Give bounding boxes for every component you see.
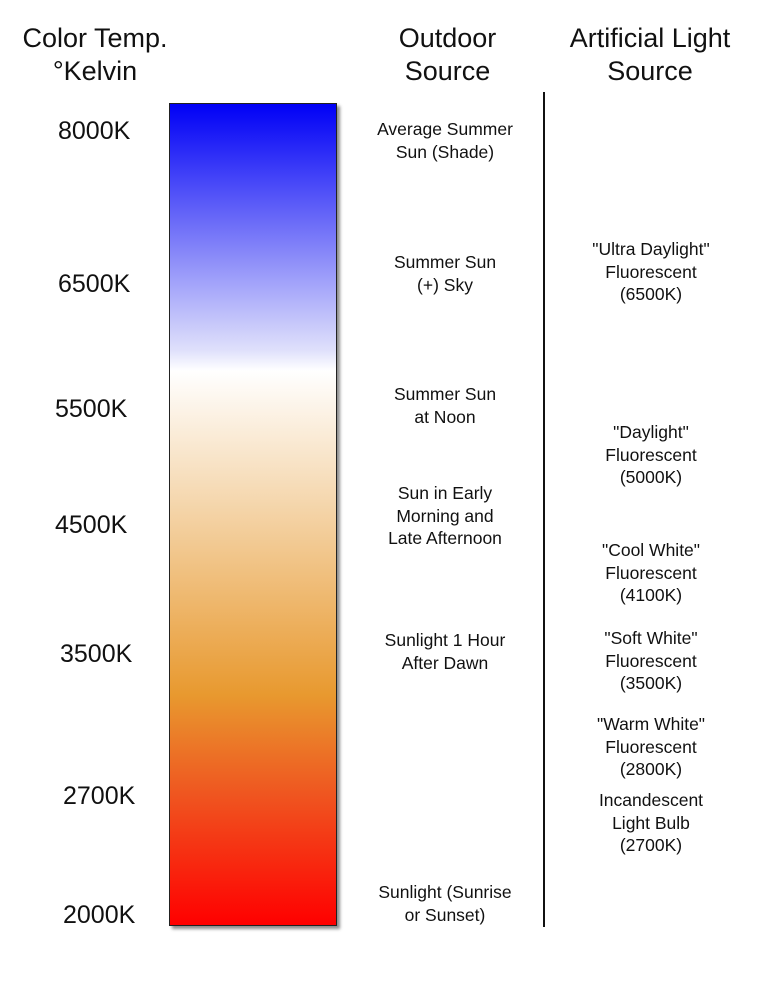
source-line: at Noon (414, 406, 476, 427)
header-line: °Kelvin (52, 56, 138, 86)
outdoor-source-item: Average Summer Sun (Shade) (355, 118, 535, 163)
source-line: After Dawn (401, 652, 489, 673)
kelvin-label: 2000K (63, 901, 136, 929)
artificial-source-item: Incandescent Light Bulb (2700K) (556, 789, 746, 857)
kelvin-label: 8000K (58, 117, 131, 145)
source-line: Late Afternoon (388, 528, 502, 548)
source-line: (2700K) (619, 835, 683, 855)
header-line: Outdoor (398, 23, 497, 53)
artificial-source-item: "Warm White" Fluorescent (2800K) (556, 713, 746, 781)
outdoor-source-item: Summer Sun (+) Sky (355, 251, 535, 296)
outdoor-source-item: Sunlight (Sunrise or Sunset) (355, 881, 535, 926)
source-line: "Warm White" (596, 714, 706, 734)
header-line: Source (607, 56, 693, 86)
header-line: Color Temp. (22, 23, 168, 53)
source-line: "Cool White" (601, 540, 700, 560)
source-line: Light Bulb (612, 812, 690, 833)
source-line: Sunlight (Sunrise (378, 882, 512, 902)
source-line: or Sunset) (404, 904, 486, 925)
artificial-source-item: "Cool White" Fluorescent (4100K) (556, 539, 746, 607)
source-line: "Daylight" (613, 422, 689, 442)
artificial-source-item: "Soft White" Fluorescent (3500K) (556, 627, 746, 695)
source-line: Sun (Shade) (395, 141, 495, 162)
source-line: Sun in Early (397, 483, 493, 503)
source-line: (3500K) (619, 673, 683, 693)
kelvin-label: 5500K (55, 395, 128, 423)
artificial-source-header: Artificial Light Source (545, 22, 755, 88)
source-line: Morning and (396, 505, 494, 526)
source-line: (6500K) (619, 284, 683, 304)
kelvin-label: 4500K (55, 511, 128, 539)
kelvin-label: 2700K (63, 782, 136, 810)
source-line: (+) Sky (417, 274, 473, 295)
source-line: Sunlight 1 Hour (384, 630, 506, 650)
outdoor-source-item: Sun in Early Morning and Late Afternoon (355, 482, 535, 550)
source-line: "Ultra Daylight" (592, 239, 710, 259)
outdoor-source-item: Summer Sun at Noon (355, 383, 535, 428)
color-temp-header: Color Temp. °Kelvin (0, 22, 190, 88)
source-line: Incandescent (598, 790, 704, 810)
source-line: "Soft White" (604, 628, 698, 648)
outdoor-source-item: Sunlight 1 Hour After Dawn (355, 629, 535, 674)
color-temperature-gradient-bar (169, 103, 337, 926)
source-line: Fluorescent (605, 650, 697, 671)
source-line: Fluorescent (605, 261, 697, 282)
source-line: Fluorescent (605, 562, 697, 583)
source-line: Fluorescent (605, 736, 697, 757)
kelvin-label: 3500K (60, 640, 133, 668)
outdoor-source-header: Outdoor Source (355, 22, 540, 88)
source-line: (2800K) (619, 759, 683, 779)
header-line: Source (404, 56, 491, 86)
kelvin-label: 6500K (58, 270, 131, 298)
source-line: (5000K) (619, 467, 683, 487)
source-line: Summer Sun (393, 252, 497, 272)
column-divider (543, 92, 545, 927)
source-line: Average Summer (377, 119, 513, 139)
source-line: Summer Sun (393, 384, 497, 404)
artificial-source-item: "Daylight" Fluorescent (5000K) (556, 421, 746, 489)
source-line: (4100K) (619, 585, 683, 605)
header-line: Artificial Light (569, 23, 731, 53)
source-line: Fluorescent (605, 444, 697, 465)
artificial-source-item: "Ultra Daylight" Fluorescent (6500K) (556, 238, 746, 306)
